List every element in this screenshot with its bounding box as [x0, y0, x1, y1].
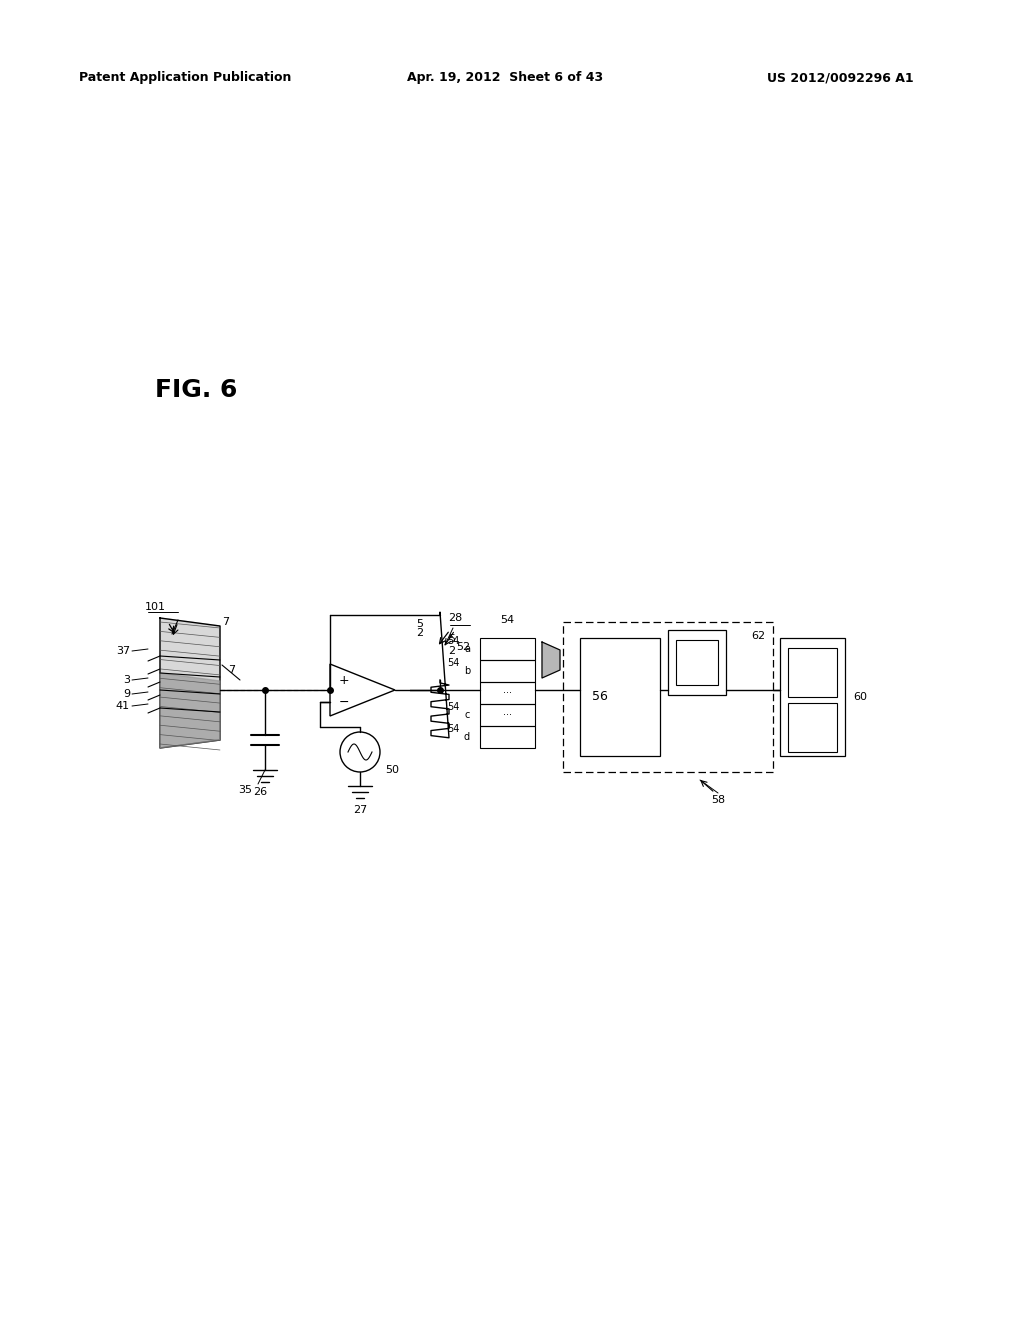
Polygon shape — [160, 673, 220, 748]
Text: 7: 7 — [228, 665, 236, 675]
Text: 27: 27 — [353, 805, 368, 814]
Text: 54: 54 — [447, 657, 460, 668]
Text: 41: 41 — [116, 701, 130, 711]
Text: a: a — [464, 644, 470, 653]
Text: 2: 2 — [449, 645, 455, 656]
Text: +: + — [339, 673, 349, 686]
Text: 7: 7 — [222, 616, 229, 627]
Text: 9: 9 — [123, 689, 130, 700]
Bar — [480, 704, 535, 726]
Bar — [668, 630, 726, 696]
Text: 54: 54 — [447, 702, 460, 711]
Bar — [788, 648, 837, 697]
Text: 28: 28 — [447, 612, 462, 623]
Text: d: d — [464, 733, 470, 742]
Text: US 2012/0092296 A1: US 2012/0092296 A1 — [767, 71, 913, 84]
Polygon shape — [542, 642, 560, 678]
Text: Patent Application Publication: Patent Application Publication — [79, 71, 291, 84]
Text: ···: ··· — [503, 710, 512, 719]
Text: 50: 50 — [385, 766, 399, 775]
Text: b: b — [464, 667, 470, 676]
Text: 3: 3 — [123, 675, 130, 685]
Bar — [480, 660, 535, 682]
Text: 5: 5 — [449, 634, 455, 644]
Text: 54: 54 — [447, 636, 460, 645]
Text: c: c — [465, 710, 470, 719]
Text: 58: 58 — [711, 795, 725, 805]
Text: 62: 62 — [751, 631, 765, 642]
Bar — [480, 638, 535, 660]
Text: 54: 54 — [500, 615, 514, 624]
Text: −: − — [339, 696, 349, 709]
Bar — [788, 704, 837, 752]
Text: 101: 101 — [145, 602, 166, 612]
Bar — [480, 682, 535, 704]
Text: FIG. 6: FIG. 6 — [155, 378, 238, 403]
Text: Apr. 19, 2012  Sheet 6 of 43: Apr. 19, 2012 Sheet 6 of 43 — [407, 71, 603, 84]
Bar — [780, 638, 845, 756]
Text: 52: 52 — [456, 642, 470, 652]
Bar — [480, 726, 535, 748]
Text: 37: 37 — [116, 645, 130, 656]
Bar — [580, 638, 660, 756]
Text: 60: 60 — [853, 692, 867, 702]
Text: ···: ··· — [503, 688, 512, 698]
Bar — [676, 640, 718, 685]
Text: 2: 2 — [417, 628, 424, 638]
Text: 26: 26 — [253, 787, 267, 797]
Text: 5: 5 — [417, 619, 424, 630]
Text: 35: 35 — [238, 785, 252, 795]
Text: 54: 54 — [447, 723, 460, 734]
Polygon shape — [160, 618, 220, 748]
Bar — [563, 622, 773, 772]
Text: 56: 56 — [592, 690, 608, 704]
